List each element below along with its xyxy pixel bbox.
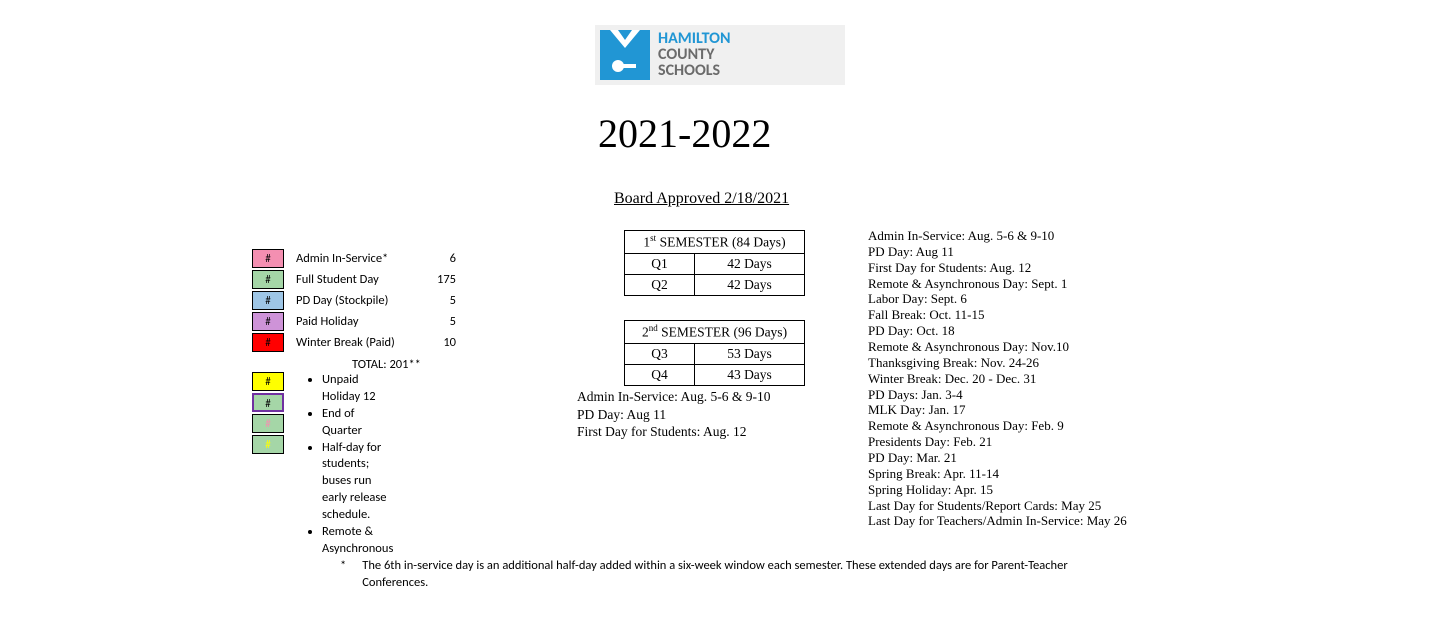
mid-note-line: PD Day: Aug 11	[577, 406, 770, 424]
date-line: Last Day for Teachers/Admin In-Service: …	[868, 513, 1127, 529]
legend-label: Paid Holiday	[296, 314, 426, 329]
legend-row: # Full Student Day175	[252, 269, 456, 290]
days-cell: 42 Days	[695, 274, 805, 295]
legend2-swatch: #	[252, 435, 284, 454]
quarter-cell: Q2	[625, 274, 695, 295]
footnote-text: The 6th in-service day is an additional …	[362, 558, 1120, 592]
legend2-swatch-row: #	[252, 393, 304, 414]
legend-swatch: #	[252, 291, 284, 310]
days-cell: 43 Days	[695, 364, 805, 385]
semester-2-table: 2nd SEMESTER (96 Days) Q353 DaysQ443 Day…	[624, 320, 805, 386]
legend2-item: End of Quarter	[322, 406, 393, 440]
legend-label: PD Day (Stockpile)	[296, 293, 426, 308]
sem2-num: 2	[642, 325, 649, 340]
logo-icon	[600, 30, 650, 80]
date-line: PD Day: Oct. 18	[868, 323, 1127, 339]
board-approved: Board Approved 2/18/2021	[614, 190, 789, 208]
table-row: Q353 Days	[625, 343, 805, 364]
legend2-swatch: #	[252, 393, 284, 412]
legend-value: 175	[426, 272, 456, 287]
date-line: Remote & Asynchronous Day: Feb. 9	[868, 418, 1127, 434]
legend-label: Admin In-Service*	[296, 251, 426, 266]
logo-header: HAMILTON COUNTY SCHOOLS	[595, 25, 845, 85]
legend-row: # Admin In-Service*6	[252, 248, 456, 269]
logo-text: HAMILTON COUNTY SCHOOLS	[658, 31, 730, 79]
table-row: Q242 Days	[625, 274, 805, 295]
quarter-cell: Q3	[625, 343, 695, 364]
year-title: 2021-2022	[598, 110, 771, 157]
legend-secondary: #### Unpaid Holiday 12End of QuarterHalf…	[252, 372, 304, 456]
days-cell: 53 Days	[695, 343, 805, 364]
legend2-swatch-row: #	[252, 435, 304, 456]
table-row: Q443 Days	[625, 364, 805, 385]
date-line: Remote & Asynchronous Day: Sept. 1	[868, 276, 1127, 292]
sem1-header: 1st SEMESTER (84 Days)	[625, 231, 805, 254]
legend2-item: Unpaid Holiday 12	[322, 372, 393, 406]
date-line: PD Day: Aug 11	[868, 244, 1127, 260]
legend-swatch: #	[252, 270, 284, 289]
sem2-header: 2nd SEMESTER (96 Days)	[625, 321, 805, 344]
legend2-swatch: #	[252, 372, 284, 391]
legend-row: # Paid Holiday5	[252, 311, 456, 332]
legend-swatch: #	[252, 333, 284, 352]
legend-value: 10	[426, 335, 456, 350]
date-line: Remote & Asynchronous Day: Nov.10	[868, 339, 1127, 355]
mid-note-line: First Day for Students: Aug. 12	[577, 423, 770, 441]
date-line: Fall Break: Oct. 11-15	[868, 307, 1127, 323]
legend2-swatch-row: #	[252, 372, 304, 393]
quarter-cell: Q1	[625, 253, 695, 274]
mid-notes: Admin In-Service: Aug. 5-6 & 9-10PD Day:…	[577, 388, 770, 441]
sem2-sup: nd	[649, 323, 658, 333]
quarter-cell: Q4	[625, 364, 695, 385]
legend-value: 6	[426, 251, 456, 266]
legend2-item: Half-day for students; buses run early r…	[322, 440, 393, 524]
mid-note-line: Admin In-Service: Aug. 5-6 & 9-10	[577, 388, 770, 406]
semester-1-table: 1st SEMESTER (84 Days) Q142 DaysQ242 Day…	[624, 230, 805, 296]
date-line: Admin In-Service: Aug. 5-6 & 9-10	[868, 228, 1127, 244]
sem2-rest: SEMESTER (96 Days)	[658, 325, 787, 340]
logo-line3: SCHOOLS	[658, 63, 730, 79]
date-line: Last Day for Students/Report Cards: May …	[868, 498, 1127, 514]
legend-row: # PD Day (Stockpile)5	[252, 290, 456, 311]
date-line: Thanksgiving Break: Nov. 24-26	[868, 355, 1127, 371]
date-line: Labor Day: Sept. 6	[868, 291, 1127, 307]
date-line: Presidents Day: Feb. 21	[868, 434, 1127, 450]
footnote-star: *	[340, 558, 346, 592]
legend-swatch: #	[252, 249, 284, 268]
days-cell: 42 Days	[695, 253, 805, 274]
date-line: First Day for Students: Aug. 12	[868, 260, 1127, 276]
legend2-swatch: #	[252, 414, 284, 433]
legend-label: Winter Break (Paid)	[296, 335, 426, 350]
legend-label: Full Student Day	[296, 272, 426, 287]
legend2-swatch-row: #	[252, 414, 304, 435]
date-list: Admin In-Service: Aug. 5-6 & 9-10PD Day:…	[868, 228, 1127, 529]
legend2-item: Remote & Asynchronous	[322, 524, 393, 558]
legend-row: # Winter Break (Paid)10	[252, 332, 456, 353]
date-line: PD Day: Mar. 21	[868, 450, 1127, 466]
sem1-rest: SEMESTER (84 Days)	[656, 235, 785, 250]
date-line: PD Days: Jan. 3-4	[868, 387, 1127, 403]
legend-value: 5	[426, 293, 456, 308]
legend-primary: #Admin In-Service*6#Full Student Day175#…	[252, 248, 456, 372]
table-row: Q142 Days	[625, 253, 805, 274]
footnote: * The 6th in-service day is an additiona…	[340, 558, 1120, 592]
legend-total: TOTAL: 201**	[352, 357, 456, 372]
legend-value: 5	[426, 314, 456, 329]
date-line: MLK Day: Jan. 17	[868, 402, 1127, 418]
date-line: Winter Break: Dec. 20 - Dec. 31	[868, 371, 1127, 387]
date-line: Spring Break: Apr. 11-14	[868, 466, 1127, 482]
legend-swatch: #	[252, 312, 284, 331]
date-line: Spring Holiday: Apr. 15	[868, 482, 1127, 498]
